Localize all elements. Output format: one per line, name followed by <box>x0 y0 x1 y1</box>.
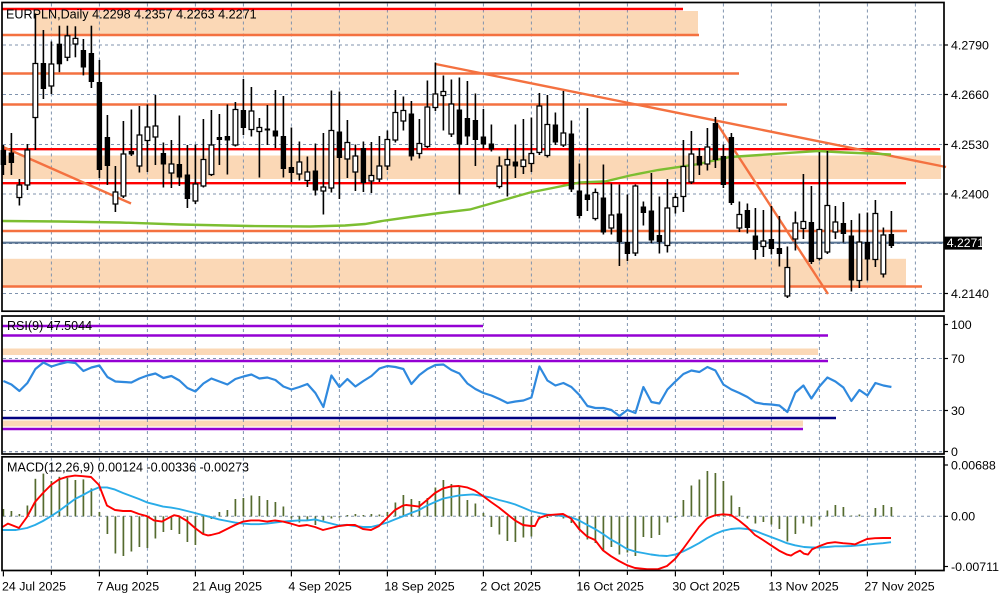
svg-text:4.2400: 4.2400 <box>951 187 989 201</box>
svg-text:4.2530: 4.2530 <box>951 138 989 152</box>
svg-text:4.2660: 4.2660 <box>951 88 989 102</box>
svg-text:30 Oct 2025: 30 Oct 2025 <box>672 580 740 594</box>
svg-text:13 Nov 2025: 13 Nov 2025 <box>768 580 838 594</box>
svg-text:18 Sep 2025: 18 Sep 2025 <box>384 580 454 594</box>
svg-text:RSI(9) 47.5044: RSI(9) 47.5044 <box>7 319 92 333</box>
svg-text:MACD(12,26,9) 0.00124 -0.00336: MACD(12,26,9) 0.00124 -0.00336 -0.00273 <box>7 461 249 475</box>
svg-text:EURPLN,Daily 4.2298 4.2357 4.: EURPLN,Daily 4.2298 4.2357 4.2263 4.2271 <box>6 8 257 22</box>
svg-text:27 Nov 2025: 27 Nov 2025 <box>864 580 934 594</box>
svg-text:-0.00711: -0.00711 <box>951 560 999 574</box>
svg-text:30: 30 <box>951 404 965 418</box>
svg-text:0.00688: 0.00688 <box>951 458 996 472</box>
svg-text:100: 100 <box>951 318 972 332</box>
svg-text:16 Oct 2025: 16 Oct 2025 <box>576 580 644 594</box>
svg-text:4 Sep 2025: 4 Sep 2025 <box>288 580 351 594</box>
svg-text:4.2271: 4.2271 <box>947 236 984 250</box>
svg-text:2 Oct 2025: 2 Oct 2025 <box>480 580 541 594</box>
svg-text:21 Aug 2025: 21 Aug 2025 <box>192 580 262 594</box>
svg-text:0.00: 0.00 <box>951 510 975 524</box>
svg-text:0: 0 <box>951 445 958 459</box>
svg-text:4.2790: 4.2790 <box>951 38 989 52</box>
svg-text:7 Aug 2025: 7 Aug 2025 <box>96 580 159 594</box>
svg-text:24 Jul 2025: 24 Jul 2025 <box>2 580 66 594</box>
svg-text:4.2140: 4.2140 <box>951 287 989 301</box>
svg-text:70: 70 <box>951 352 965 366</box>
